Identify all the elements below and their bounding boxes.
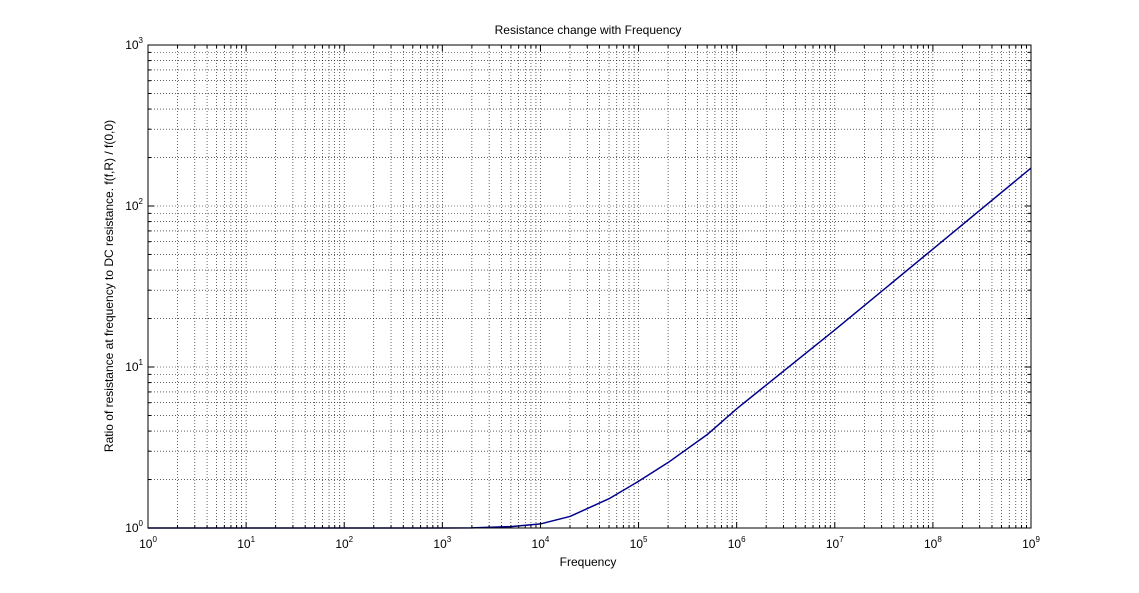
x-tick-label: 103 (433, 535, 451, 551)
x-tick-label: 106 (728, 535, 746, 551)
y-axis-label: Ratio of resistance at frequency to DC r… (102, 120, 116, 452)
series-lines (148, 167, 1032, 529)
y-tick-label: 100 (125, 519, 143, 535)
x-tick-label: 104 (532, 535, 550, 551)
plot-area-frame (147, 44, 1032, 529)
x-tick-label: 108 (924, 535, 942, 551)
x-tick-label: 100 (139, 535, 157, 551)
x-axis-label: Frequency (560, 555, 617, 569)
chart-title: Resistance change with Frequency (495, 23, 682, 37)
axis-ticks: 100 101 102 103 104 105 106 107 108 109 100 101 102 1… (125, 36, 1040, 551)
y-tick-label: 101 (125, 358, 143, 374)
grid-lines (148, 45, 1031, 528)
x-tick-label: 109 (1022, 535, 1040, 551)
y-tick-label: 103 (125, 36, 143, 52)
series-line (148, 167, 1032, 529)
x-tick-label: 101 (237, 535, 255, 551)
x-tick-label: 107 (826, 535, 844, 551)
x-tick-label: 105 (630, 535, 648, 551)
y-tick-label: 102 (125, 197, 143, 213)
x-tick-label: 102 (335, 535, 353, 551)
